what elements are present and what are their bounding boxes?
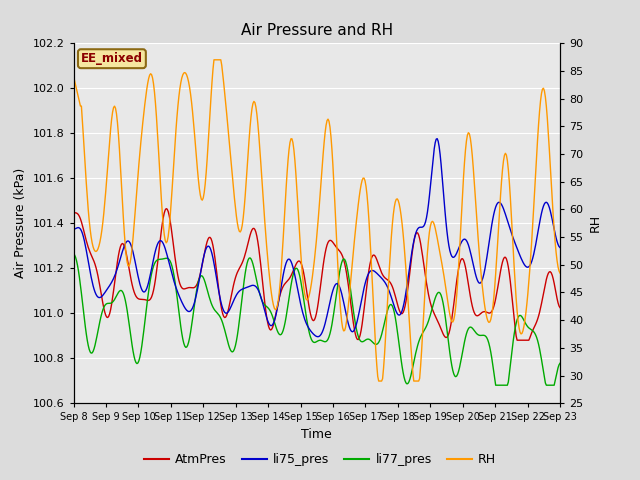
Title: Air Pressure and RH: Air Pressure and RH: [241, 23, 393, 38]
Text: EE_mixed: EE_mixed: [81, 52, 143, 65]
X-axis label: Time: Time: [301, 428, 332, 441]
Legend: AtmPres, li75_pres, li77_pres, RH: AtmPres, li75_pres, li77_pres, RH: [139, 448, 501, 471]
Y-axis label: Air Pressure (kPa): Air Pressure (kPa): [14, 168, 27, 278]
Y-axis label: RH: RH: [589, 214, 602, 232]
